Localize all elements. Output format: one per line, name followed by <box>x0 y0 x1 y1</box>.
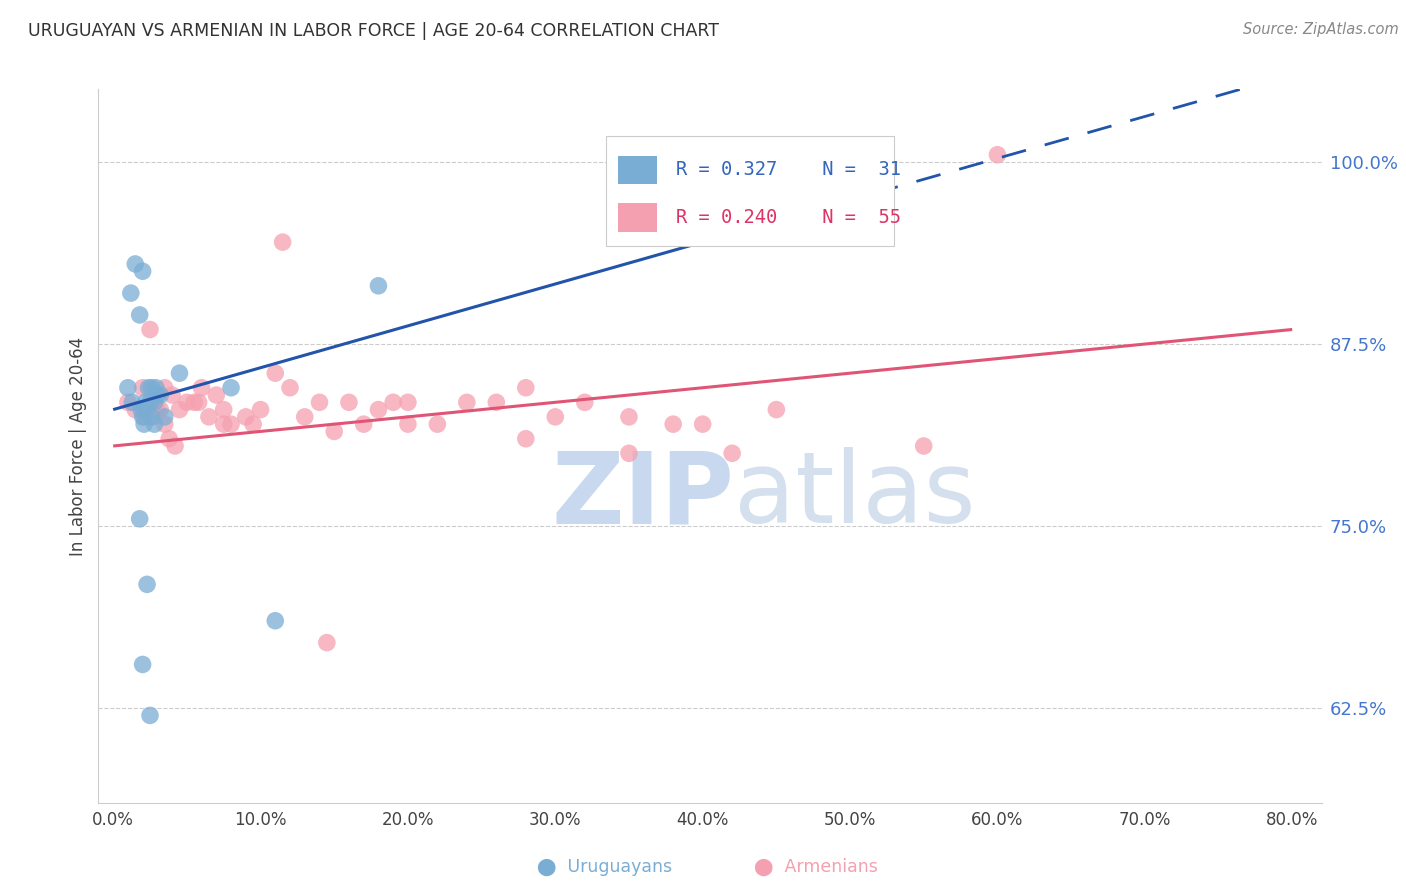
Point <box>367 278 389 293</box>
Point <box>165 439 187 453</box>
Point <box>485 395 508 409</box>
Point <box>138 381 160 395</box>
Point <box>190 381 212 395</box>
Point <box>574 395 596 409</box>
Point <box>160 388 183 402</box>
Point <box>146 388 169 402</box>
Point <box>117 395 139 409</box>
Point <box>353 417 375 432</box>
Point <box>337 395 360 409</box>
Point <box>153 409 176 424</box>
Point <box>141 409 163 424</box>
Text: R = 0.240    N =  55: R = 0.240 N = 55 <box>676 208 901 227</box>
Point <box>124 402 146 417</box>
FancyBboxPatch shape <box>619 155 658 184</box>
Point <box>128 512 150 526</box>
Text: ⬤  Uruguayans: ⬤ Uruguayans <box>537 858 672 876</box>
Point <box>249 402 271 417</box>
Point <box>136 577 159 591</box>
Point <box>129 402 152 417</box>
Point <box>212 402 235 417</box>
Point <box>323 425 346 439</box>
Point <box>396 395 419 409</box>
Point <box>132 402 155 417</box>
Point <box>135 395 157 409</box>
Point <box>183 395 205 409</box>
Point <box>121 395 143 409</box>
Point <box>124 257 146 271</box>
Point <box>617 409 640 424</box>
Point <box>315 635 337 649</box>
Point <box>176 395 198 409</box>
Point <box>278 381 301 395</box>
Point <box>219 381 242 395</box>
Point <box>169 366 191 380</box>
Point <box>308 395 330 409</box>
Point <box>131 409 153 424</box>
Point <box>169 402 191 417</box>
Point <box>912 439 935 453</box>
Point <box>149 402 172 417</box>
Point <box>692 417 714 432</box>
Point <box>986 147 1008 161</box>
Point <box>131 657 153 672</box>
Point <box>426 417 449 432</box>
Point <box>367 402 389 417</box>
Point <box>271 235 294 249</box>
Point <box>141 381 163 395</box>
Point <box>382 395 405 409</box>
Point <box>139 322 162 336</box>
Point <box>515 432 537 446</box>
FancyBboxPatch shape <box>606 136 893 246</box>
Point <box>139 708 162 723</box>
Point <box>456 395 478 409</box>
Point <box>149 388 172 402</box>
Point <box>235 409 257 424</box>
Point <box>544 409 567 424</box>
Text: Source: ZipAtlas.com: Source: ZipAtlas.com <box>1243 22 1399 37</box>
Text: ⬤  Armenians: ⬤ Armenians <box>754 858 877 876</box>
Text: atlas: atlas <box>734 448 976 544</box>
Point <box>515 381 537 395</box>
Point <box>294 409 316 424</box>
Point <box>131 264 153 278</box>
Point <box>205 388 228 402</box>
Point <box>128 308 150 322</box>
Point <box>132 417 155 432</box>
Point <box>143 417 166 432</box>
Point <box>662 417 685 432</box>
Point <box>139 395 162 409</box>
Point <box>141 409 163 424</box>
Point <box>143 395 166 409</box>
Y-axis label: In Labor Force | Age 20-64: In Labor Force | Age 20-64 <box>69 336 87 556</box>
Text: R = 0.327    N =  31: R = 0.327 N = 31 <box>676 161 901 179</box>
Point <box>187 395 209 409</box>
Point <box>212 417 235 432</box>
Point <box>617 446 640 460</box>
Text: ZIP: ZIP <box>551 448 734 544</box>
Point <box>153 417 176 432</box>
Point <box>219 417 242 432</box>
Text: URUGUAYAN VS ARMENIAN IN LABOR FORCE | AGE 20-64 CORRELATION CHART: URUGUAYAN VS ARMENIAN IN LABOR FORCE | A… <box>28 22 718 40</box>
Point <box>120 286 142 301</box>
Point <box>153 381 176 395</box>
Point <box>117 381 139 395</box>
Point <box>264 614 287 628</box>
Point <box>143 395 166 409</box>
Point <box>145 381 167 395</box>
Point <box>765 402 787 417</box>
Point <box>242 417 264 432</box>
Point <box>396 417 419 432</box>
FancyBboxPatch shape <box>619 203 658 232</box>
Point <box>132 409 155 424</box>
Point <box>146 402 169 417</box>
Point <box>264 366 287 380</box>
Point <box>198 409 221 424</box>
Point <box>721 446 744 460</box>
Point <box>692 155 714 169</box>
Point <box>131 381 153 395</box>
Point <box>136 402 159 417</box>
Point <box>157 432 180 446</box>
